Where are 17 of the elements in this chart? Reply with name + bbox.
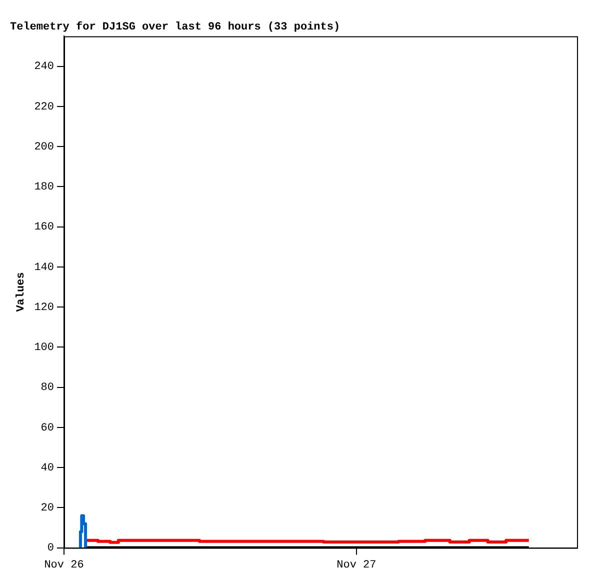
y-tick-label: 120 [34, 302, 54, 314]
chart-title: Telemetry for DJ1SG over last 96 hours (33 points) [10, 20, 340, 34]
y-tick-label: 160 [34, 222, 54, 234]
x-tick-label: Nov 26 [44, 559, 84, 572]
y-tick-label: 80 [40, 382, 54, 394]
x-tick-label: Nov 27 [336, 559, 376, 572]
y-tick-label: 0 [47, 542, 54, 555]
y-tick-label: 40 [40, 462, 54, 474]
y-tick-label: 60 [40, 422, 54, 434]
y-tick-label: 100 [34, 342, 54, 354]
y-tick-label: 180 [34, 182, 54, 194]
y-axis-title: Values [15, 272, 28, 312]
y-tick-label: 220 [34, 101, 54, 114]
y-tick-label: 200 [34, 141, 54, 154]
y-tick-label: 140 [34, 262, 54, 274]
y-tick-label: 20 [40, 502, 54, 515]
y-tick-label: 240 [34, 61, 54, 74]
